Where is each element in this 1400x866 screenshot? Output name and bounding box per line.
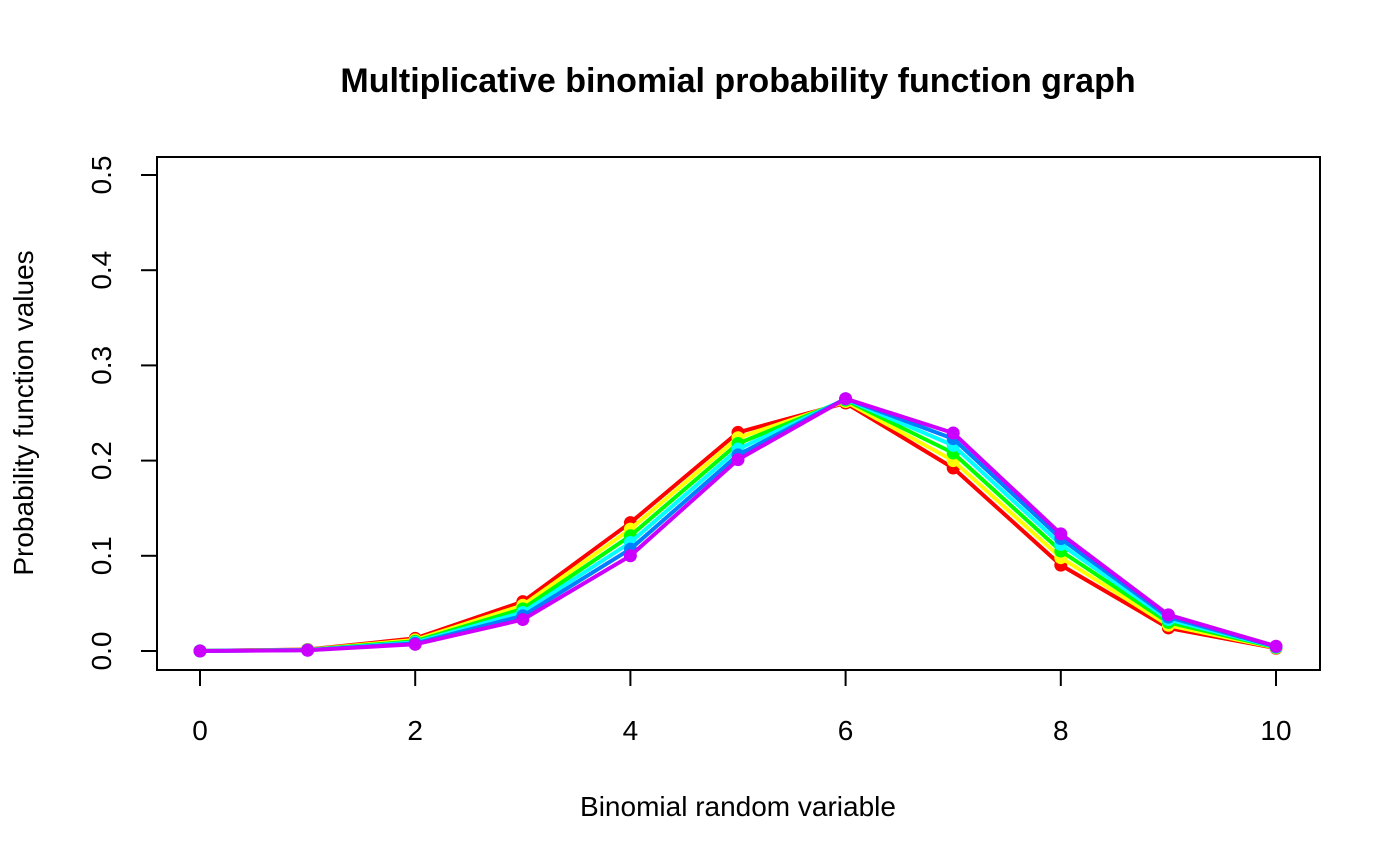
y-tick-label: 0.0 [86,632,117,671]
series-6 [193,392,1283,658]
data-point [1054,527,1068,541]
series-2 [193,395,1283,658]
x-tick-label: 10 [1260,715,1291,746]
data-point [1161,608,1175,622]
chart-title: Multiplicative binomial probability func… [340,62,1135,100]
plot-frame [156,156,1321,671]
y-tick-label: 0.2 [86,441,117,480]
x-axis: 0 2 4 6 8 10 [192,669,1292,746]
x-tick-label: 8 [1053,715,1069,746]
y-tick-label: 0.5 [86,156,117,195]
data-point [516,613,530,627]
x-tick-label: 4 [623,715,639,746]
data-point [839,392,853,406]
x-tick-label: 6 [838,715,854,746]
x-axis-label: Binomial random variable [580,791,896,822]
y-axis: 0.0 0.1 0.2 0.3 0.4 0.5 [86,156,158,671]
data-point [623,549,637,563]
y-tick-label: 0.3 [86,346,117,385]
data-point [946,426,960,440]
data-point [408,637,422,651]
x-tick-label: 2 [407,715,423,746]
series-layer [193,392,1283,658]
data-point [193,644,207,658]
y-tick-label: 0.4 [86,251,117,290]
data-point [1269,639,1283,653]
y-axis-label: Probability function values [8,250,39,575]
y-tick-label: 0.1 [86,536,117,575]
data-point [301,643,315,657]
data-point [731,453,745,467]
x-tick-label: 0 [192,715,208,746]
